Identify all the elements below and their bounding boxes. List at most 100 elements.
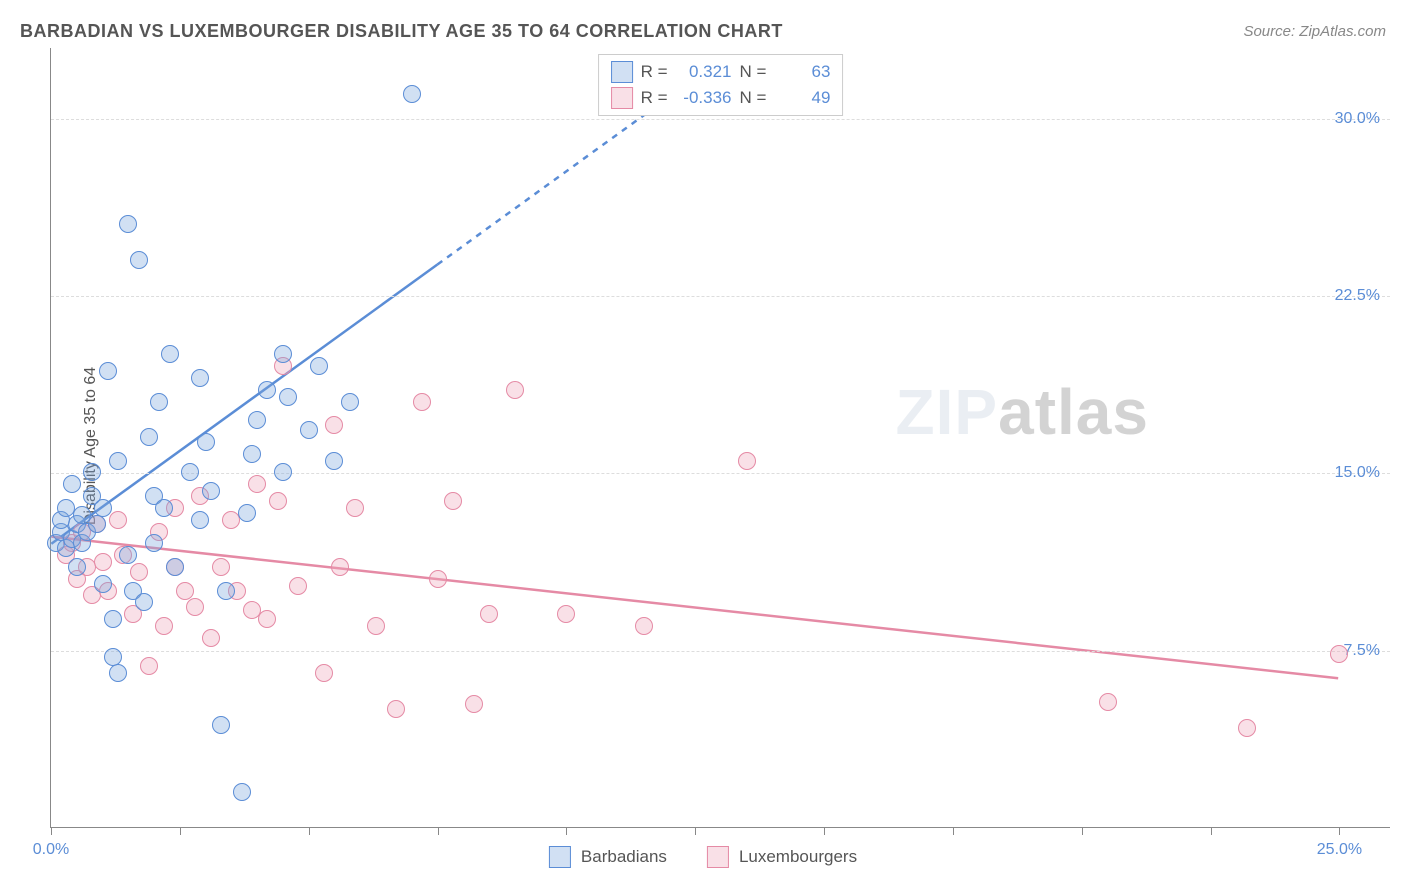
luxembourgers-point [444,492,462,510]
luxembourgers-point [109,511,127,529]
barbadians-point [161,345,179,363]
barbadians-point [104,610,122,628]
barbadians-point [217,582,235,600]
barbadians-point [243,445,261,463]
barbadians-point [140,428,158,446]
luxembourgers-point [325,416,343,434]
x-tick [1082,827,1083,835]
x-tick-label: 0.0% [33,841,69,859]
luxembourgers-point [186,598,204,616]
series-legend: Barbadians Luxembourgers [549,846,857,868]
barbadians-point [197,433,215,451]
barbadians-r-value: 0.321 [676,62,732,82]
luxembourgers-point [248,475,266,493]
x-tick [566,827,567,835]
watermark-zip: ZIP [896,376,999,448]
barbadians-point [274,345,292,363]
barbadians-point [145,534,163,552]
barbadians-point [63,475,81,493]
legend-label-luxembourgers: Luxembourgers [739,847,857,867]
watermark-atlas: atlas [998,376,1149,448]
luxembourgers-point [465,695,483,713]
x-tick [695,827,696,835]
barbadians-point [181,463,199,481]
x-tick [438,827,439,835]
barbadians-point [191,511,209,529]
luxembourgers-point [738,452,756,470]
luxembourgers-point [94,553,112,571]
trend-lines-layer [51,48,1390,827]
barbadians-swatch-icon [611,61,633,83]
y-tick-label: 7.5% [1344,642,1380,660]
luxembourgers-swatch-icon [707,846,729,868]
barbadians-point [258,381,276,399]
barbadians-point [88,515,106,533]
barbadians-point [202,482,220,500]
luxembourgers-point [635,617,653,635]
barbadians-point [83,463,101,481]
luxembourgers-swatch-icon [611,87,633,109]
y-tick-label: 30.0% [1335,110,1380,128]
barbadians-point [109,452,127,470]
luxembourgers-point [258,610,276,628]
luxembourgers-point [480,605,498,623]
barbadians-point [233,783,251,801]
barbadians-point [104,648,122,666]
r-label: R = [641,88,668,108]
barbadians-point [238,504,256,522]
luxembourgers-n-value: 49 [774,88,830,108]
luxembourgers-point [155,617,173,635]
x-tick-label: 25.0% [1317,841,1362,859]
legend-entry-luxembourgers: Luxembourgers [707,846,857,868]
gridline [51,473,1390,474]
barbadians-point [94,499,112,517]
barbadians-point [119,546,137,564]
x-tick [309,827,310,835]
n-label: N = [740,62,767,82]
barbadians-point [94,575,112,593]
barbadians-point [341,393,359,411]
chart-title: BARBADIAN VS LUXEMBOURGER DISABILITY AGE… [20,21,783,42]
legend-entry-barbadians: Barbadians [549,846,667,868]
luxembourgers-point [557,605,575,623]
stats-row-barbadians: R = 0.321 N = 63 [611,59,831,85]
barbadians-point [248,411,266,429]
barbadians-point [212,716,230,734]
barbadians-point [166,558,184,576]
barbadians-point [300,421,318,439]
barbadians-point [279,388,297,406]
x-tick [180,827,181,835]
barbadians-point [310,357,328,375]
luxembourgers-point [506,381,524,399]
barbadians-swatch-icon [549,846,571,868]
luxembourgers-point [130,563,148,581]
luxembourgers-point [429,570,447,588]
x-tick [953,827,954,835]
luxembourgers-point [1099,693,1117,711]
gridline [51,651,1390,652]
barbadians-point [135,593,153,611]
luxembourgers-point [269,492,287,510]
barbadians-point [119,215,137,233]
barbadians-point [99,362,117,380]
luxembourgers-point [1238,719,1256,737]
luxembourgers-point [140,657,158,675]
luxembourgers-point [289,577,307,595]
chart-header: BARBADIAN VS LUXEMBOURGER DISABILITY AGE… [0,0,1406,48]
y-tick-label: 15.0% [1335,464,1380,482]
x-tick [1339,827,1340,835]
luxembourgers-point [346,499,364,517]
luxembourgers-r-value: -0.336 [676,88,732,108]
correlation-stats-box: R = 0.321 N = 63 R = -0.336 N = 49 [598,54,844,116]
gridline [51,119,1390,120]
barbadians-point [155,499,173,517]
barbadians-point [109,664,127,682]
scatter-chart-area: ZIPatlas R = 0.321 N = 63 R = -0.336 N =… [50,48,1390,828]
source-attribution: Source: ZipAtlas.com [1243,23,1386,40]
legend-label-barbadians: Barbadians [581,847,667,867]
barbadians-point [150,393,168,411]
stats-row-luxembourgers: R = -0.336 N = 49 [611,85,831,111]
gridline [51,296,1390,297]
barbadians-point [68,558,86,576]
watermark-logo: ZIPatlas [896,375,1149,449]
